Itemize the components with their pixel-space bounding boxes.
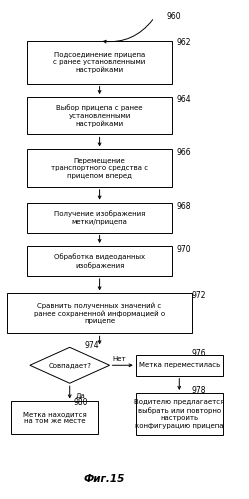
Text: Да: Да	[76, 393, 86, 399]
FancyBboxPatch shape	[27, 97, 172, 135]
Text: Совпадает?: Совпадает?	[48, 362, 91, 368]
Text: 966: 966	[177, 148, 191, 157]
Text: 970: 970	[177, 245, 191, 254]
Text: Метка переместилась: Метка переместилась	[139, 362, 220, 368]
Text: Фиг.15: Фиг.15	[84, 474, 125, 484]
Text: Подсоединение прицепа
с ранее установленными
настройками: Подсоединение прицепа с ранее установлен…	[54, 51, 146, 73]
Text: 964: 964	[177, 95, 191, 104]
FancyBboxPatch shape	[27, 150, 172, 187]
FancyBboxPatch shape	[27, 41, 172, 83]
Text: Сравнить полученных значений с
ранее сохраненной информацией о
прицепе: Сравнить полученных значений с ранее сох…	[34, 302, 165, 324]
FancyBboxPatch shape	[136, 355, 223, 376]
Text: 962: 962	[177, 38, 191, 47]
Text: 976: 976	[192, 349, 206, 358]
Text: 978: 978	[192, 386, 206, 395]
Text: 974: 974	[85, 341, 99, 350]
Text: 980: 980	[73, 398, 88, 407]
Text: Обработка видеоданных
изображения: Обработка видеоданных изображения	[54, 253, 145, 268]
FancyBboxPatch shape	[11, 401, 98, 434]
Text: Водителю предлагается
выбрать или повторно
настроить
конфигурацию прицепа: Водителю предлагается выбрать или повтор…	[134, 399, 224, 429]
Text: 968: 968	[177, 202, 191, 211]
Text: 972: 972	[192, 291, 206, 300]
Text: Метка находится
на том же месте: Метка находится на том же месте	[23, 411, 87, 425]
Text: Перемещение
транспортного средства с
прицепом вперед: Перемещение транспортного средства с при…	[51, 158, 148, 179]
Text: 960: 960	[167, 12, 182, 21]
Text: Нет: Нет	[112, 356, 126, 362]
Text: Получение изображения
метки/прицепа: Получение изображения метки/прицепа	[54, 211, 145, 225]
FancyBboxPatch shape	[27, 246, 172, 276]
Text: Выбор прицепа с ранее
установленными
настройками: Выбор прицепа с ранее установленными нас…	[56, 104, 143, 127]
FancyBboxPatch shape	[7, 293, 192, 333]
Polygon shape	[30, 347, 110, 383]
FancyBboxPatch shape	[27, 203, 172, 233]
FancyBboxPatch shape	[136, 393, 223, 435]
